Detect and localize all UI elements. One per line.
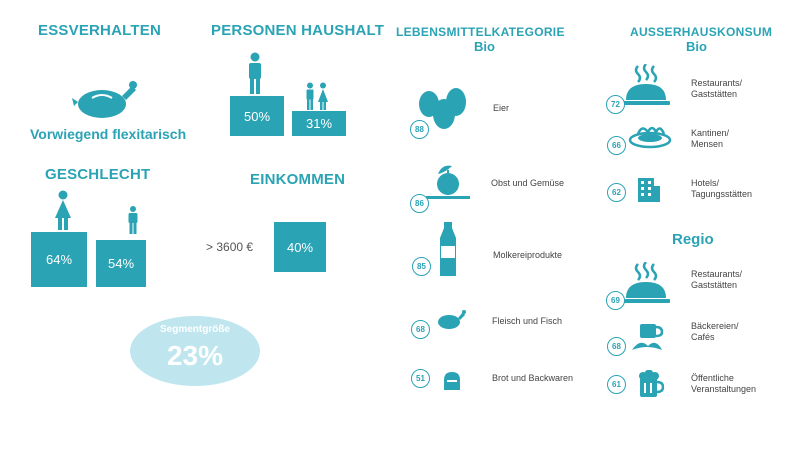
chicken-icon [72, 81, 137, 118]
couple-icon [306, 82, 328, 110]
einkommen-title: EINKOMMEN [250, 171, 346, 188]
bottle-icon [440, 222, 456, 276]
personen-haushalt-title: PERSONEN HAUSHALT [211, 22, 385, 39]
lebensmittel-label-eier: Eier [493, 103, 510, 113]
geschlecht-bar-male: 54% [96, 240, 146, 287]
hotel-icon [638, 178, 660, 202]
lebensmittel-subtitle: Bio [474, 39, 495, 54]
essverhalten-label: Vorwiegend flexitarisch [30, 126, 187, 142]
ausserhaus-score-hotels: 62 [607, 183, 626, 202]
einkommen-bar: 40% [274, 222, 326, 272]
segment-value: 23% [166, 340, 224, 371]
lebensmittel-score-eier: 88 [410, 120, 429, 139]
bread-icon [444, 372, 460, 390]
essverhalten-title: ESSVERHALTEN [38, 22, 161, 39]
apple-icon [426, 165, 470, 199]
male-icon [128, 206, 138, 234]
lebensmittel-label-obst: Obst und Gemüse [491, 178, 565, 188]
lebensmittel-score-brot: 51 [411, 369, 430, 388]
haushalt-bar-2: 31% [292, 111, 346, 136]
geschlecht-bar-female: 64% [31, 232, 87, 287]
lebensmittel-score-molkerei: 85 [412, 257, 431, 276]
segment-label: Segmentgröße [159, 324, 230, 335]
ausserhaus-label-kantinen: Kantinen/ Mensen [691, 128, 730, 149]
ausserhaus-label-hotels: Hotels/ Tagungsstätten [691, 178, 753, 199]
regio-label-veranstaltungen: Öffentliche Veranstaltungen [691, 373, 757, 394]
chicken-small-icon [438, 310, 466, 329]
noodle-plate-icon [628, 126, 672, 149]
haushalt-bar-1: 50% [230, 96, 284, 136]
lebensmittel-label-molkerei: Molkereiprodukte [493, 250, 563, 260]
lebensmittel-label-brot: Brot und Backwaren [492, 373, 574, 383]
regio-score-veranstaltungen: 61 [607, 375, 626, 394]
ausserhaus-title: AUSSERHAUSKONSUM [630, 25, 773, 39]
segment-ellipse [130, 316, 260, 386]
female-icon [55, 190, 71, 230]
einkommen-threshold: > 3600 € [206, 240, 254, 254]
regio-score-baeckereien: 68 [607, 337, 626, 356]
eggs-icon [419, 88, 466, 129]
beer-mug-icon [639, 370, 664, 397]
ausserhaus-label-restaurants: Restaurants/ Gaststätten [691, 78, 743, 99]
lebensmittel-score-fleisch: 68 [411, 320, 430, 339]
cloche-regio-icon [622, 262, 670, 303]
lebensmittel-score-obst: 86 [410, 194, 429, 213]
regio-title: Regio [672, 231, 714, 248]
lebensmittel-label-fleisch: Fleisch und Fisch [492, 316, 563, 326]
ausserhaus-score-restaurants: 72 [606, 95, 625, 114]
single-person-icon [249, 52, 261, 94]
ausserhaus-score-kantinen: 66 [607, 136, 626, 155]
ausserhaus-subtitle: Bio [686, 39, 707, 54]
coffee-croissant-icon [632, 324, 664, 350]
lebensmittel-title: LEBENSMITTELKATEGORIE [396, 25, 565, 39]
geschlecht-title: GESCHLECHT [45, 166, 151, 183]
regio-score-restaurants: 69 [606, 291, 625, 310]
regio-label-baeckereien: Bäckereien/ Cafés [691, 321, 739, 342]
cloche-icon [622, 64, 670, 105]
regio-label-restaurants: Restaurants/ Gaststätten [691, 269, 743, 290]
